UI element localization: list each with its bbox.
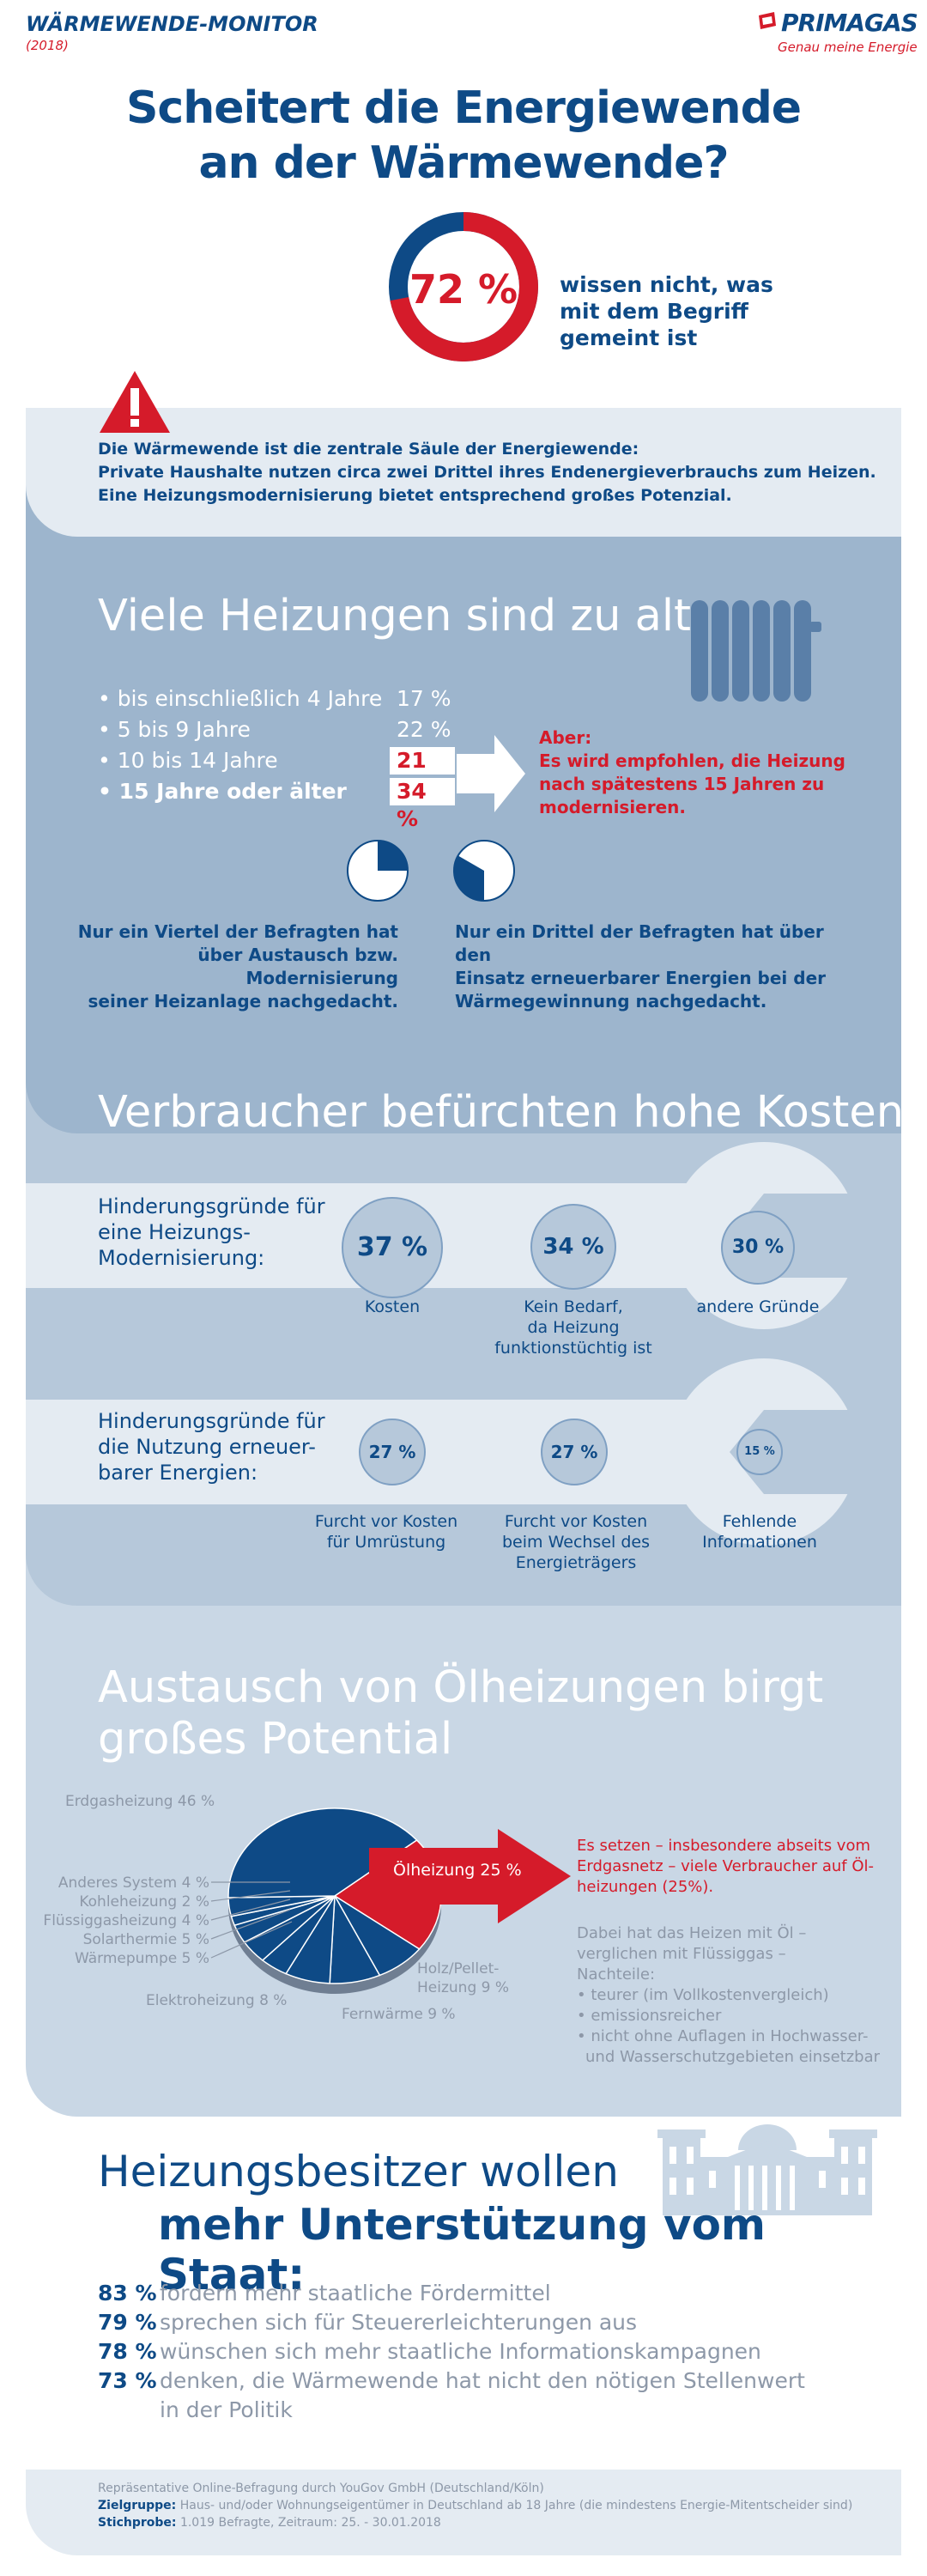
value-27b: 27 % bbox=[550, 1442, 598, 1462]
bubble-34 bbox=[530, 1204, 616, 1290]
label-erdgas: Erdgasheizung 46 % bbox=[65, 1793, 215, 1810]
series-title: WÄRMEWENDE-MONITOR bbox=[26, 12, 318, 36]
donut-72-chart bbox=[389, 212, 538, 361]
warning-icon bbox=[100, 371, 170, 433]
panel-oil bbox=[26, 1524, 901, 2117]
age-caption-1: Nur ein Viertel der Befragten hat über A… bbox=[77, 921, 398, 1012]
page-title: Scheitert die Energiewende an der Wärmew… bbox=[125, 82, 802, 189]
bubble-37 bbox=[342, 1197, 443, 1298]
oil-red-text: Es setzen – insbesondere abseits vom Erd… bbox=[577, 1837, 874, 1896]
state-title-2: mehr Unterstützung vom Staat: bbox=[158, 2200, 766, 2300]
age-list: • bis einschließlich 4 Jahre 17 % • 5 bis… bbox=[98, 683, 476, 831]
slice-erdgas bbox=[227, 1807, 418, 1899]
panel-warning bbox=[26, 408, 901, 537]
footer-text: Repräsentative Online-Befragung durch Yo… bbox=[98, 2482, 853, 2530]
label-oil: Ölheizung 25 % bbox=[393, 1861, 522, 1880]
age-item-1: • 5 bis 9 Jahre 22 % bbox=[98, 717, 451, 742]
value-27a: 27 % bbox=[368, 1442, 416, 1462]
oil-grey-text: Dabei hat das Heizen mit Öl – verglichen… bbox=[577, 1924, 881, 2066]
state-item-1: 79 % sprechen sich für Steuererleichterun… bbox=[98, 2310, 638, 2335]
panel-age bbox=[26, 481, 901, 1133]
row2-label: Hinderungsgründe für die Nutzung erneuer… bbox=[98, 1409, 325, 1485]
stat-72-text: wissen nicht, was mit dem Begriff gemein… bbox=[560, 272, 773, 350]
value-37: 37 % bbox=[356, 1232, 428, 1262]
brand-tagline: Genau meine Energie bbox=[778, 39, 918, 55]
oil-arrow-icon bbox=[369, 1829, 571, 1923]
bubble-27a bbox=[359, 1419, 426, 1485]
footer-panel bbox=[26, 2470, 901, 2555]
value-30: 30 % bbox=[731, 1236, 785, 1258]
state-title-1: Heizungsbesitzer wollen bbox=[98, 2147, 619, 2196]
brand-logo: PRIMAGAS bbox=[781, 9, 918, 37]
warning-text: Die Wärmewende ist die zentrale Säule de… bbox=[98, 440, 876, 505]
age-item-3: • 15 Jahre oder älter 34 % bbox=[98, 776, 476, 831]
state-item-3: 73 % denken, die Wärmewende hat nicht den… bbox=[98, 2368, 805, 2393]
section-age-title: Viele Heizungen sind zu alt bbox=[98, 591, 692, 641]
age-note: Aber: Es wird empfohlen, die Heizung nac… bbox=[539, 727, 845, 817]
reichstag-icon bbox=[657, 2124, 877, 2215]
state-item-3-cont: in der Politik bbox=[160, 2397, 293, 2422]
radiator-icon bbox=[691, 600, 821, 702]
label-small-slices: Anderes System 4 % Kohleheizung 2 % Flüs… bbox=[43, 1874, 209, 1967]
row2-caption-2: Fehlende Informationen bbox=[702, 1512, 817, 1552]
section-costs-title: Verbraucher befürchten hohe Kosten bbox=[98, 1087, 905, 1138]
label-holz: Holz/Pellet- Heizung 9 % bbox=[417, 1960, 510, 1996]
bubble-27b bbox=[541, 1419, 608, 1485]
row2-caption-1: Furcht vor Kosten beim Wechsel des Energ… bbox=[502, 1512, 650, 1572]
pie-quarter-chart bbox=[347, 840, 409, 902]
row1-caption-1: Kein Bedarf, da Heizung funktionstüchtig… bbox=[494, 1297, 652, 1358]
row1-label: Hinderungsgründe für eine Heizungs- Mode… bbox=[98, 1194, 325, 1270]
state-item-2: 78 % wünschen sich mehr staatliche Inform… bbox=[98, 2339, 761, 2364]
bubble-30 bbox=[721, 1211, 795, 1285]
value-34: 34 % bbox=[542, 1234, 604, 1260]
row2-caption-0: Furcht vor Kosten für Umrüstung bbox=[314, 1512, 458, 1552]
arrow-right-icon bbox=[457, 735, 525, 812]
bubble-15 bbox=[736, 1429, 783, 1475]
leader-lines bbox=[210, 1881, 293, 1959]
section-oil-title: Austausch von Ölheizungen birgt großes P… bbox=[98, 1662, 824, 1765]
label-elektro: Elektroheizung 8 % bbox=[146, 1992, 288, 2009]
age-caption-2: Nur ein Drittel der Befragten hat über d… bbox=[455, 921, 826, 1012]
state-item-0: 83 % fordern mehr staatliche Fördermittel bbox=[98, 2281, 551, 2306]
row1-caption-0: Kosten bbox=[364, 1297, 421, 1316]
state-list: 83 % fordern mehr staatliche Fördermittel… bbox=[98, 2279, 805, 2425]
value-15: 15 % bbox=[744, 1445, 775, 1458]
primagas-logo-icon bbox=[759, 12, 776, 29]
label-fernwaerme: Fernwärme 9 % bbox=[342, 2006, 456, 2023]
row1-caption-2: andere Gründe bbox=[696, 1297, 820, 1316]
age-item-0: • bis einschließlich 4 Jahre 17 % bbox=[98, 686, 451, 711]
series-year: (2018) bbox=[26, 38, 69, 53]
pie-third-chart bbox=[453, 840, 515, 902]
stat-72: 72 % bbox=[409, 266, 518, 313]
